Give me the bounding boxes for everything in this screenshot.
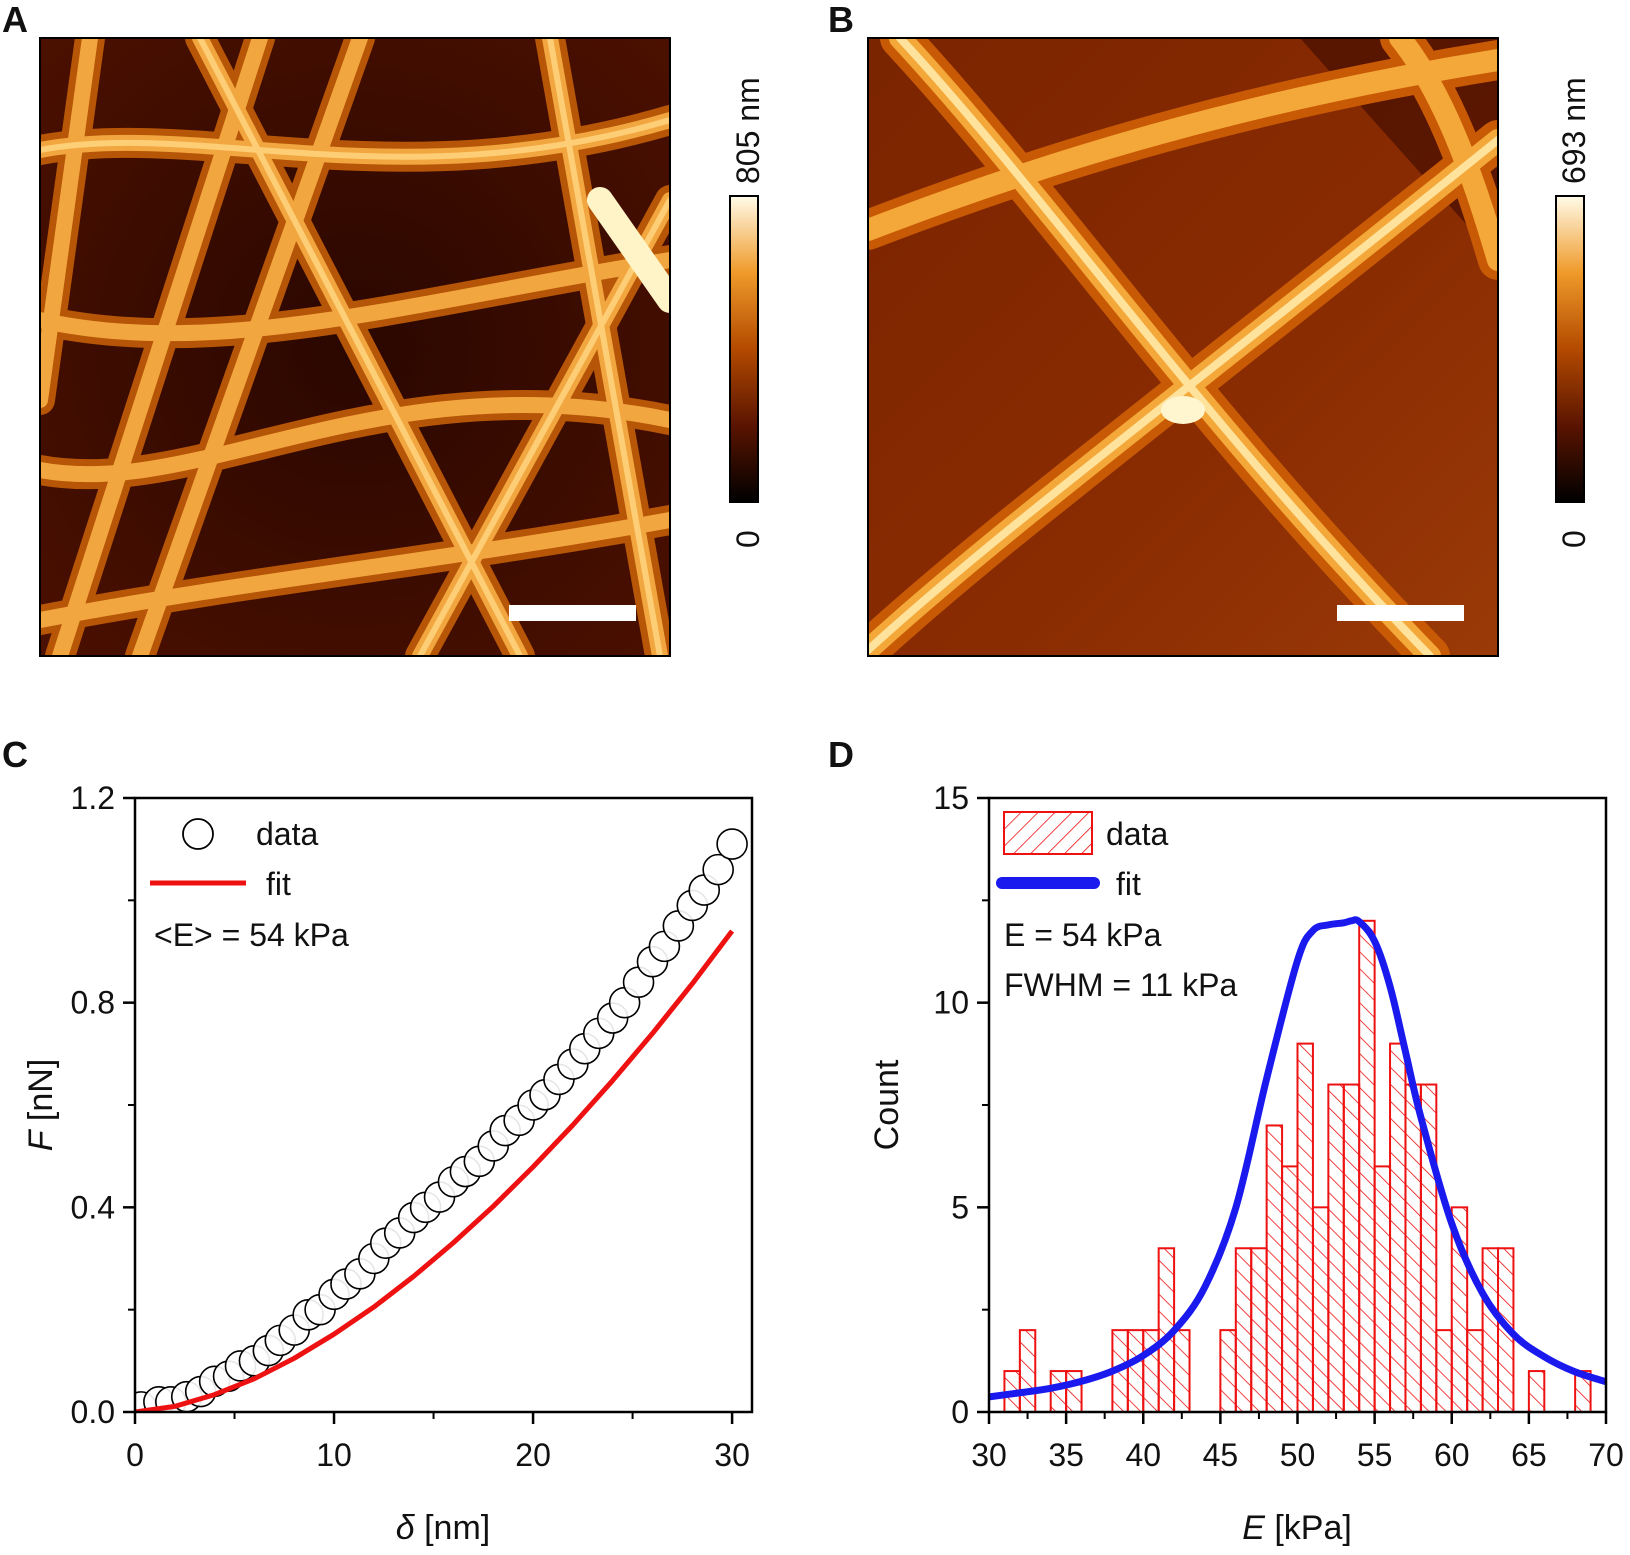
chart-d-ytick-label: 0 xyxy=(951,1394,969,1430)
chart-d-bar xyxy=(1342,1083,1361,1412)
chart-d-xtick-label: 40 xyxy=(1125,1437,1161,1473)
chart-d-xtick-label: 50 xyxy=(1280,1437,1316,1473)
chart-d-bar xyxy=(1049,1370,1068,1412)
chart-c-ytick-label: 0.0 xyxy=(71,1394,115,1430)
legend-d-data-swatch xyxy=(1003,811,1093,855)
chart-d-xtick-label: 60 xyxy=(1434,1437,1470,1473)
chart-c-annotation: <E> = 54 kPa xyxy=(154,917,349,953)
chart-d-bar xyxy=(1065,1370,1083,1412)
chart-d-fit-line xyxy=(989,916,1606,1401)
chart-d-xtick-label: 30 xyxy=(971,1437,1007,1473)
chart-c-fit-line xyxy=(135,929,735,1412)
scale-bar-a xyxy=(509,605,636,621)
chart-d-bar xyxy=(1219,1329,1237,1412)
colorbar-a-min-label: 0 xyxy=(730,530,766,548)
chart-d-bar xyxy=(1327,1083,1345,1412)
chart-d-bar xyxy=(1234,1247,1253,1412)
chart-d-bar xyxy=(1481,1247,1500,1412)
chart-c-ytick-label: 0.8 xyxy=(71,985,115,1021)
chart-d-ytick-label: 5 xyxy=(951,1189,969,1225)
chart-c-plot-area xyxy=(135,828,748,1412)
chart-d-bar xyxy=(1404,1083,1422,1412)
chart-c-data-point xyxy=(716,828,748,860)
chart-d-bar xyxy=(1250,1247,1268,1412)
panel-b: B xyxy=(828,0,1592,657)
chart-d-xtick-label: 35 xyxy=(1048,1437,1084,1473)
chart-d-bar xyxy=(1018,1329,1037,1412)
chart-c-frame xyxy=(133,796,754,1414)
chart-c-xtick-label: 10 xyxy=(316,1437,352,1473)
chart-c-xlabel: δ [nm] xyxy=(396,1509,490,1547)
chart-d-xtick-label: 70 xyxy=(1588,1437,1624,1473)
chart-d-bar xyxy=(1435,1329,1453,1412)
afm-image-a xyxy=(40,38,670,656)
chart-d-axes: 30 35 40 45 50 55 60 65 70 0 5 10 15 xyxy=(933,780,1623,1473)
legend-c-data-label: data xyxy=(256,816,318,852)
chart-d-legend: data fit E = 54 kPa FWHM = 11 kPa xyxy=(996,811,1237,1003)
afm-fibers-b xyxy=(868,38,1498,656)
legend-d-fit-label: fit xyxy=(1116,866,1141,902)
colorbar-b xyxy=(1555,195,1585,503)
chart-d-bar xyxy=(1389,1042,1407,1412)
chart-d-bar xyxy=(1311,1206,1330,1412)
colorbar-a-max-label: 805 nm xyxy=(730,77,766,184)
colorbar-b-max-label: 693 nm xyxy=(1556,77,1592,184)
chart-c-axes: 0 10 20 30 0.0 0.4 0.8 1.2 xyxy=(71,780,750,1473)
chart-d-bar xyxy=(1373,1165,1392,1412)
chart-c-ylabel: F [nN] xyxy=(22,1059,60,1152)
scale-bar-b xyxy=(1337,605,1464,621)
chart-d-bar xyxy=(1358,919,1376,1412)
panel-b-letter: B xyxy=(828,0,854,40)
chart-c-xtick-label: 0 xyxy=(126,1437,144,1473)
afm-image-b xyxy=(868,38,1498,656)
panel-c: C 0 10 20 30 0.0 0.4 0.8 1.2 data fit <E> = 54 … xyxy=(2,734,754,1547)
legend-c-data-marker xyxy=(182,818,214,850)
chart-d-ytick-label: 15 xyxy=(933,780,969,816)
colorbar-b-min-label: 0 xyxy=(1556,530,1592,548)
chart-d-xtick-label: 45 xyxy=(1203,1437,1239,1473)
chart-c-xtick-label: 30 xyxy=(714,1437,750,1473)
chart-c-legend: data fit <E> = 54 kPa xyxy=(150,816,349,953)
chart-d-xlabel: E [kPa] xyxy=(1242,1509,1352,1547)
legend-d-data-label: data xyxy=(1106,816,1168,852)
panel-a: A xyxy=(2,0,766,657)
panel-d: D 30 35 40 45 50 55 60 65 70 0 5 10 15 data fit E = … xyxy=(828,734,1624,1547)
chart-d-bar xyxy=(1281,1165,1299,1412)
panel-a-letter: A xyxy=(2,0,28,40)
legend-c-fit-label: fit xyxy=(266,866,291,902)
chart-d-ylabel: Count xyxy=(868,1059,906,1150)
chart-d-bar xyxy=(1126,1329,1145,1412)
chart-c-ytick-label: 0.4 xyxy=(71,1189,115,1225)
colorbar-a xyxy=(729,195,759,503)
chart-d-bar xyxy=(1527,1370,1546,1412)
chart-d-xtick-label: 65 xyxy=(1511,1437,1547,1473)
chart-c-ytick-label: 1.2 xyxy=(71,780,115,816)
chart-d-bar xyxy=(1265,1124,1284,1412)
chart-d-xtick-label: 55 xyxy=(1357,1437,1393,1473)
panel-c-letter: C xyxy=(2,734,28,775)
panel-d-letter: D xyxy=(828,734,854,775)
afm-fibers-a xyxy=(40,38,670,656)
chart-d-ytick-label: 10 xyxy=(933,985,969,1021)
chart-c-data-point xyxy=(702,853,734,886)
chart-d-bar xyxy=(1466,1329,1484,1412)
chart-d-plot-area xyxy=(989,916,1606,1412)
chart-c-xtick-label: 20 xyxy=(515,1437,551,1473)
chart-d-bar xyxy=(1296,1042,1314,1412)
chart-d-bar xyxy=(1173,1329,1191,1412)
chart-d-annotation-1: E = 54 kPa xyxy=(1004,917,1162,953)
chart-d-annotation-2: FWHM = 11 kPa xyxy=(1004,967,1237,1003)
